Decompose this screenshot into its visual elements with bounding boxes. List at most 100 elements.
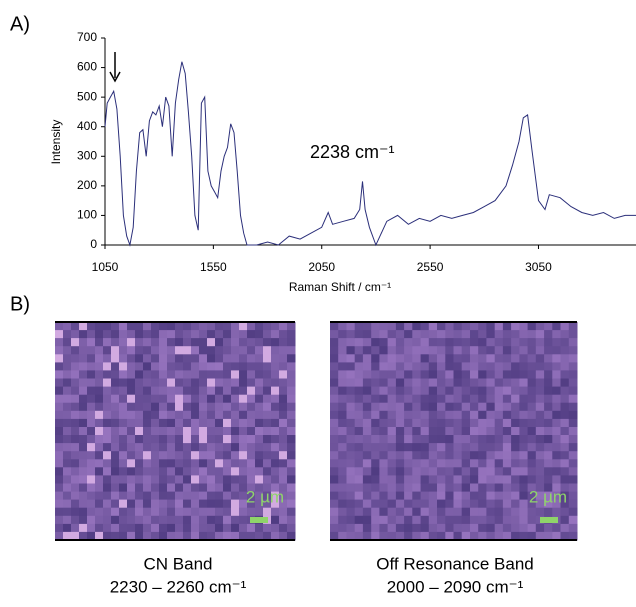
image-pixel [535, 322, 545, 331]
image-pixel [119, 427, 128, 436]
image-pixel [560, 483, 570, 493]
image-pixel [103, 435, 112, 444]
image-pixel [338, 467, 347, 476]
image-pixel [223, 322, 232, 331]
image-pixel [247, 330, 256, 339]
image-pixel [247, 507, 256, 517]
image-pixel [470, 338, 479, 347]
image-pixel [395, 410, 405, 420]
image-pixel [437, 459, 446, 468]
image-pixel [151, 370, 160, 379]
image-pixel [371, 386, 380, 396]
image-pixel [247, 402, 256, 412]
image-pixel [119, 346, 128, 355]
image-pixel [544, 483, 553, 493]
image-pixel [167, 531, 176, 541]
image-pixel [412, 483, 421, 493]
image-pixel [437, 378, 446, 388]
image-pixel [191, 370, 200, 379]
image-pixel [135, 491, 144, 501]
image-pixel [71, 467, 80, 476]
image-pixel [263, 370, 272, 379]
image-pixel [330, 386, 339, 396]
image-pixel [71, 386, 80, 396]
image-pixel [279, 427, 288, 436]
image-pixel [287, 338, 296, 347]
image-pixel [552, 467, 561, 476]
image-pixel [231, 354, 240, 363]
image-pixel [338, 515, 347, 525]
image-pixel [159, 330, 168, 339]
image-pixel [71, 346, 80, 355]
image-pixel [560, 346, 570, 355]
image-pixel [207, 370, 216, 379]
image-pixel [568, 475, 578, 484]
image-pixel [346, 443, 356, 452]
image-pixel [346, 394, 356, 404]
image-pixel [223, 531, 232, 541]
image-pixel [79, 427, 88, 436]
image-pixel [568, 322, 578, 331]
image-pixel [215, 483, 224, 493]
image-pixel [527, 507, 537, 517]
image-pixel [135, 378, 144, 388]
image-pixel [478, 338, 487, 347]
image-pixel [87, 475, 96, 484]
image-pixel [87, 402, 96, 412]
image-pixel [461, 370, 471, 379]
image-pixel [287, 443, 296, 452]
image-pixel [412, 467, 421, 476]
image-pixel [395, 386, 405, 396]
image-pixel [215, 523, 224, 533]
image-pixel [527, 459, 537, 468]
image-pixel [151, 394, 160, 404]
image-pixel [445, 338, 454, 347]
image-pixel [486, 475, 496, 484]
image-pixel [437, 402, 446, 412]
image-pixel [103, 507, 112, 517]
image-pixel [63, 443, 72, 452]
image-pixel [445, 483, 454, 493]
image-pixel [420, 531, 430, 541]
image-pixel [412, 402, 421, 412]
image-pixel [387, 354, 397, 363]
image-pixel [231, 322, 240, 331]
image-pixel [404, 418, 413, 428]
image-pixel [263, 386, 272, 396]
y-tick-label: 0 [90, 237, 97, 251]
image-pixel [63, 483, 72, 493]
image-pixel [119, 499, 128, 509]
image-pixel [470, 451, 479, 460]
image-pixel [461, 523, 471, 533]
image-pixel [568, 338, 578, 347]
image-pixel [87, 378, 96, 388]
image-pixel [371, 322, 380, 331]
image-pixel [387, 338, 397, 347]
image-pixel [379, 354, 389, 363]
image-pixel [379, 483, 389, 493]
image-pixel [119, 378, 128, 388]
image-pixel [79, 418, 88, 428]
image-pixel [519, 523, 529, 533]
image-pixel [544, 386, 553, 396]
image-pixel [271, 322, 280, 331]
image-pixel [199, 523, 208, 533]
image-pixel [207, 338, 216, 347]
image-pixel [247, 459, 256, 468]
image-pixel [183, 475, 192, 484]
image-pixel [127, 330, 136, 339]
image-pixel [151, 451, 160, 460]
image-pixel [560, 467, 570, 476]
image-pixel [486, 410, 496, 420]
image-pixel [494, 459, 504, 468]
image-pixel [183, 410, 192, 420]
image-pixel [159, 322, 168, 331]
image-pixel [135, 451, 144, 460]
image-pixel [412, 507, 421, 517]
image-pixel [461, 378, 471, 388]
image-pixel [568, 499, 578, 509]
image-pixel [231, 459, 240, 468]
image-pixel [183, 330, 192, 339]
image-pixel [255, 435, 264, 444]
image-pixel [231, 402, 240, 412]
